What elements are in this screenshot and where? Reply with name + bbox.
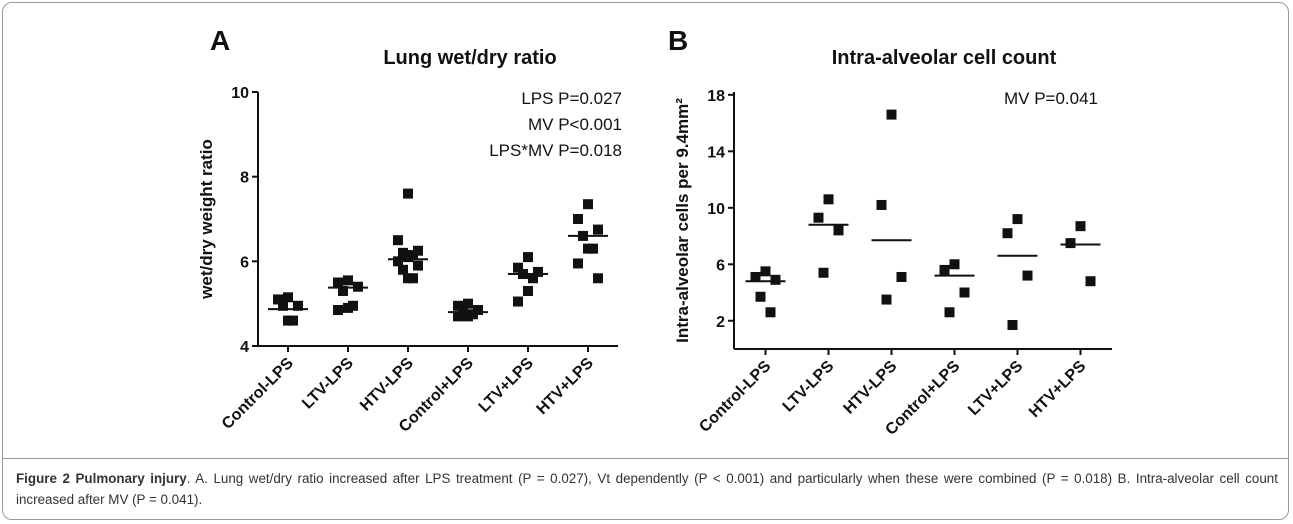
data-point — [413, 260, 423, 271]
annotation: LPS*MV P=0.018 — [489, 141, 622, 160]
data-point — [1012, 214, 1023, 225]
x-tick-label: HTV+LPS — [534, 355, 597, 418]
data-point — [813, 212, 824, 223]
data-point — [818, 267, 829, 278]
data-point — [823, 194, 834, 205]
data-point — [959, 287, 970, 298]
annotation: LPS P=0.027 — [521, 89, 622, 108]
data-point — [393, 235, 403, 246]
data-point — [949, 259, 960, 270]
data-point — [463, 311, 473, 322]
data-point — [528, 273, 538, 284]
panel-label: A — [210, 25, 230, 56]
x-tick-label: HTV-LPS — [357, 355, 417, 415]
data-point — [583, 199, 593, 210]
data-point — [273, 294, 283, 305]
x-tick-label: HTV-LPS — [841, 358, 901, 418]
data-point — [881, 294, 892, 305]
data-point — [513, 262, 523, 273]
y-axis-label: wet/dry weight ratio — [197, 139, 216, 300]
data-point — [403, 273, 413, 284]
y-axis-label: Intra-alveolar cells per 9.4mm² — [673, 98, 692, 343]
data-point — [886, 109, 897, 120]
y-tick-label: 8 — [240, 170, 249, 187]
data-point — [453, 300, 463, 311]
data-point — [293, 300, 303, 311]
panel-label: B — [668, 25, 688, 56]
y-tick-label: 10 — [707, 201, 725, 218]
data-point — [533, 266, 543, 277]
annotation: MV P<0.001 — [528, 115, 622, 134]
y-tick-label: 14 — [707, 144, 725, 161]
data-point — [463, 298, 473, 309]
y-tick-label: 2 — [716, 314, 725, 331]
y-tick-label: 10 — [231, 85, 249, 102]
caption: Figure 2 Pulmonary injury. A. Lung wet/d… — [16, 468, 1278, 510]
y-tick-label: 4 — [240, 339, 249, 356]
data-point — [393, 256, 403, 267]
data-point — [523, 252, 533, 263]
data-point — [755, 291, 766, 302]
data-point — [750, 271, 761, 282]
annotation: MV P=0.041 — [1004, 89, 1098, 108]
data-point — [1085, 276, 1096, 287]
data-point — [338, 285, 348, 296]
y-tick-label: 18 — [707, 88, 725, 105]
data-point — [1075, 221, 1086, 232]
x-tick-label: Control-LPS — [696, 358, 774, 436]
data-point — [573, 258, 583, 269]
data-point — [453, 311, 463, 322]
chart-title: Intra-alveolar cell count — [832, 47, 1057, 69]
data-point — [278, 300, 288, 311]
data-point — [403, 252, 413, 263]
data-point — [1065, 238, 1076, 249]
data-point — [283, 292, 293, 303]
data-point — [333, 277, 343, 288]
y-tick-label: 6 — [716, 257, 725, 274]
figure: A Lung wet/dry ratio LPS P=0.027 MV P<0.001… — [197, 25, 1112, 439]
data-point — [760, 266, 771, 277]
data-point — [343, 275, 353, 286]
data-point — [593, 224, 603, 235]
data-point — [403, 188, 413, 199]
data-point — [583, 243, 593, 254]
x-tick-label: LTV-LPS — [299, 355, 357, 413]
data-point — [1022, 270, 1033, 281]
data-point — [939, 264, 950, 275]
x-tick-label: LTV+LPS — [476, 355, 537, 416]
data-point — [513, 296, 523, 307]
data-point — [833, 225, 844, 236]
data-point — [398, 264, 408, 275]
data-point — [1002, 228, 1013, 239]
data-point — [283, 315, 293, 326]
data-point — [593, 273, 603, 284]
data-point — [343, 302, 353, 313]
caption-label: Figure 2 — [16, 471, 70, 486]
data-point — [765, 307, 776, 318]
data-point — [333, 305, 343, 316]
caption-text: . A. Lung wet/dry ratio increased after … — [16, 471, 1278, 507]
data-point — [573, 214, 583, 224]
data-point — [770, 274, 781, 285]
y-tick-label: 6 — [240, 254, 249, 271]
chart-title: Lung wet/dry ratio — [383, 47, 556, 69]
x-tick-label: LTV+LPS — [965, 358, 1026, 419]
data-point — [896, 271, 907, 282]
data-point — [523, 285, 533, 296]
x-tick-label: LTV-LPS — [780, 358, 838, 416]
data-point — [1007, 319, 1018, 330]
caption-title: Pulmonary injury — [75, 471, 187, 486]
x-tick-label: HTV+LPS — [1026, 358, 1089, 421]
data-point — [876, 199, 887, 210]
x-tick-label: Control-LPS — [219, 355, 297, 433]
separator — [3, 458, 1288, 459]
data-point — [944, 307, 955, 318]
